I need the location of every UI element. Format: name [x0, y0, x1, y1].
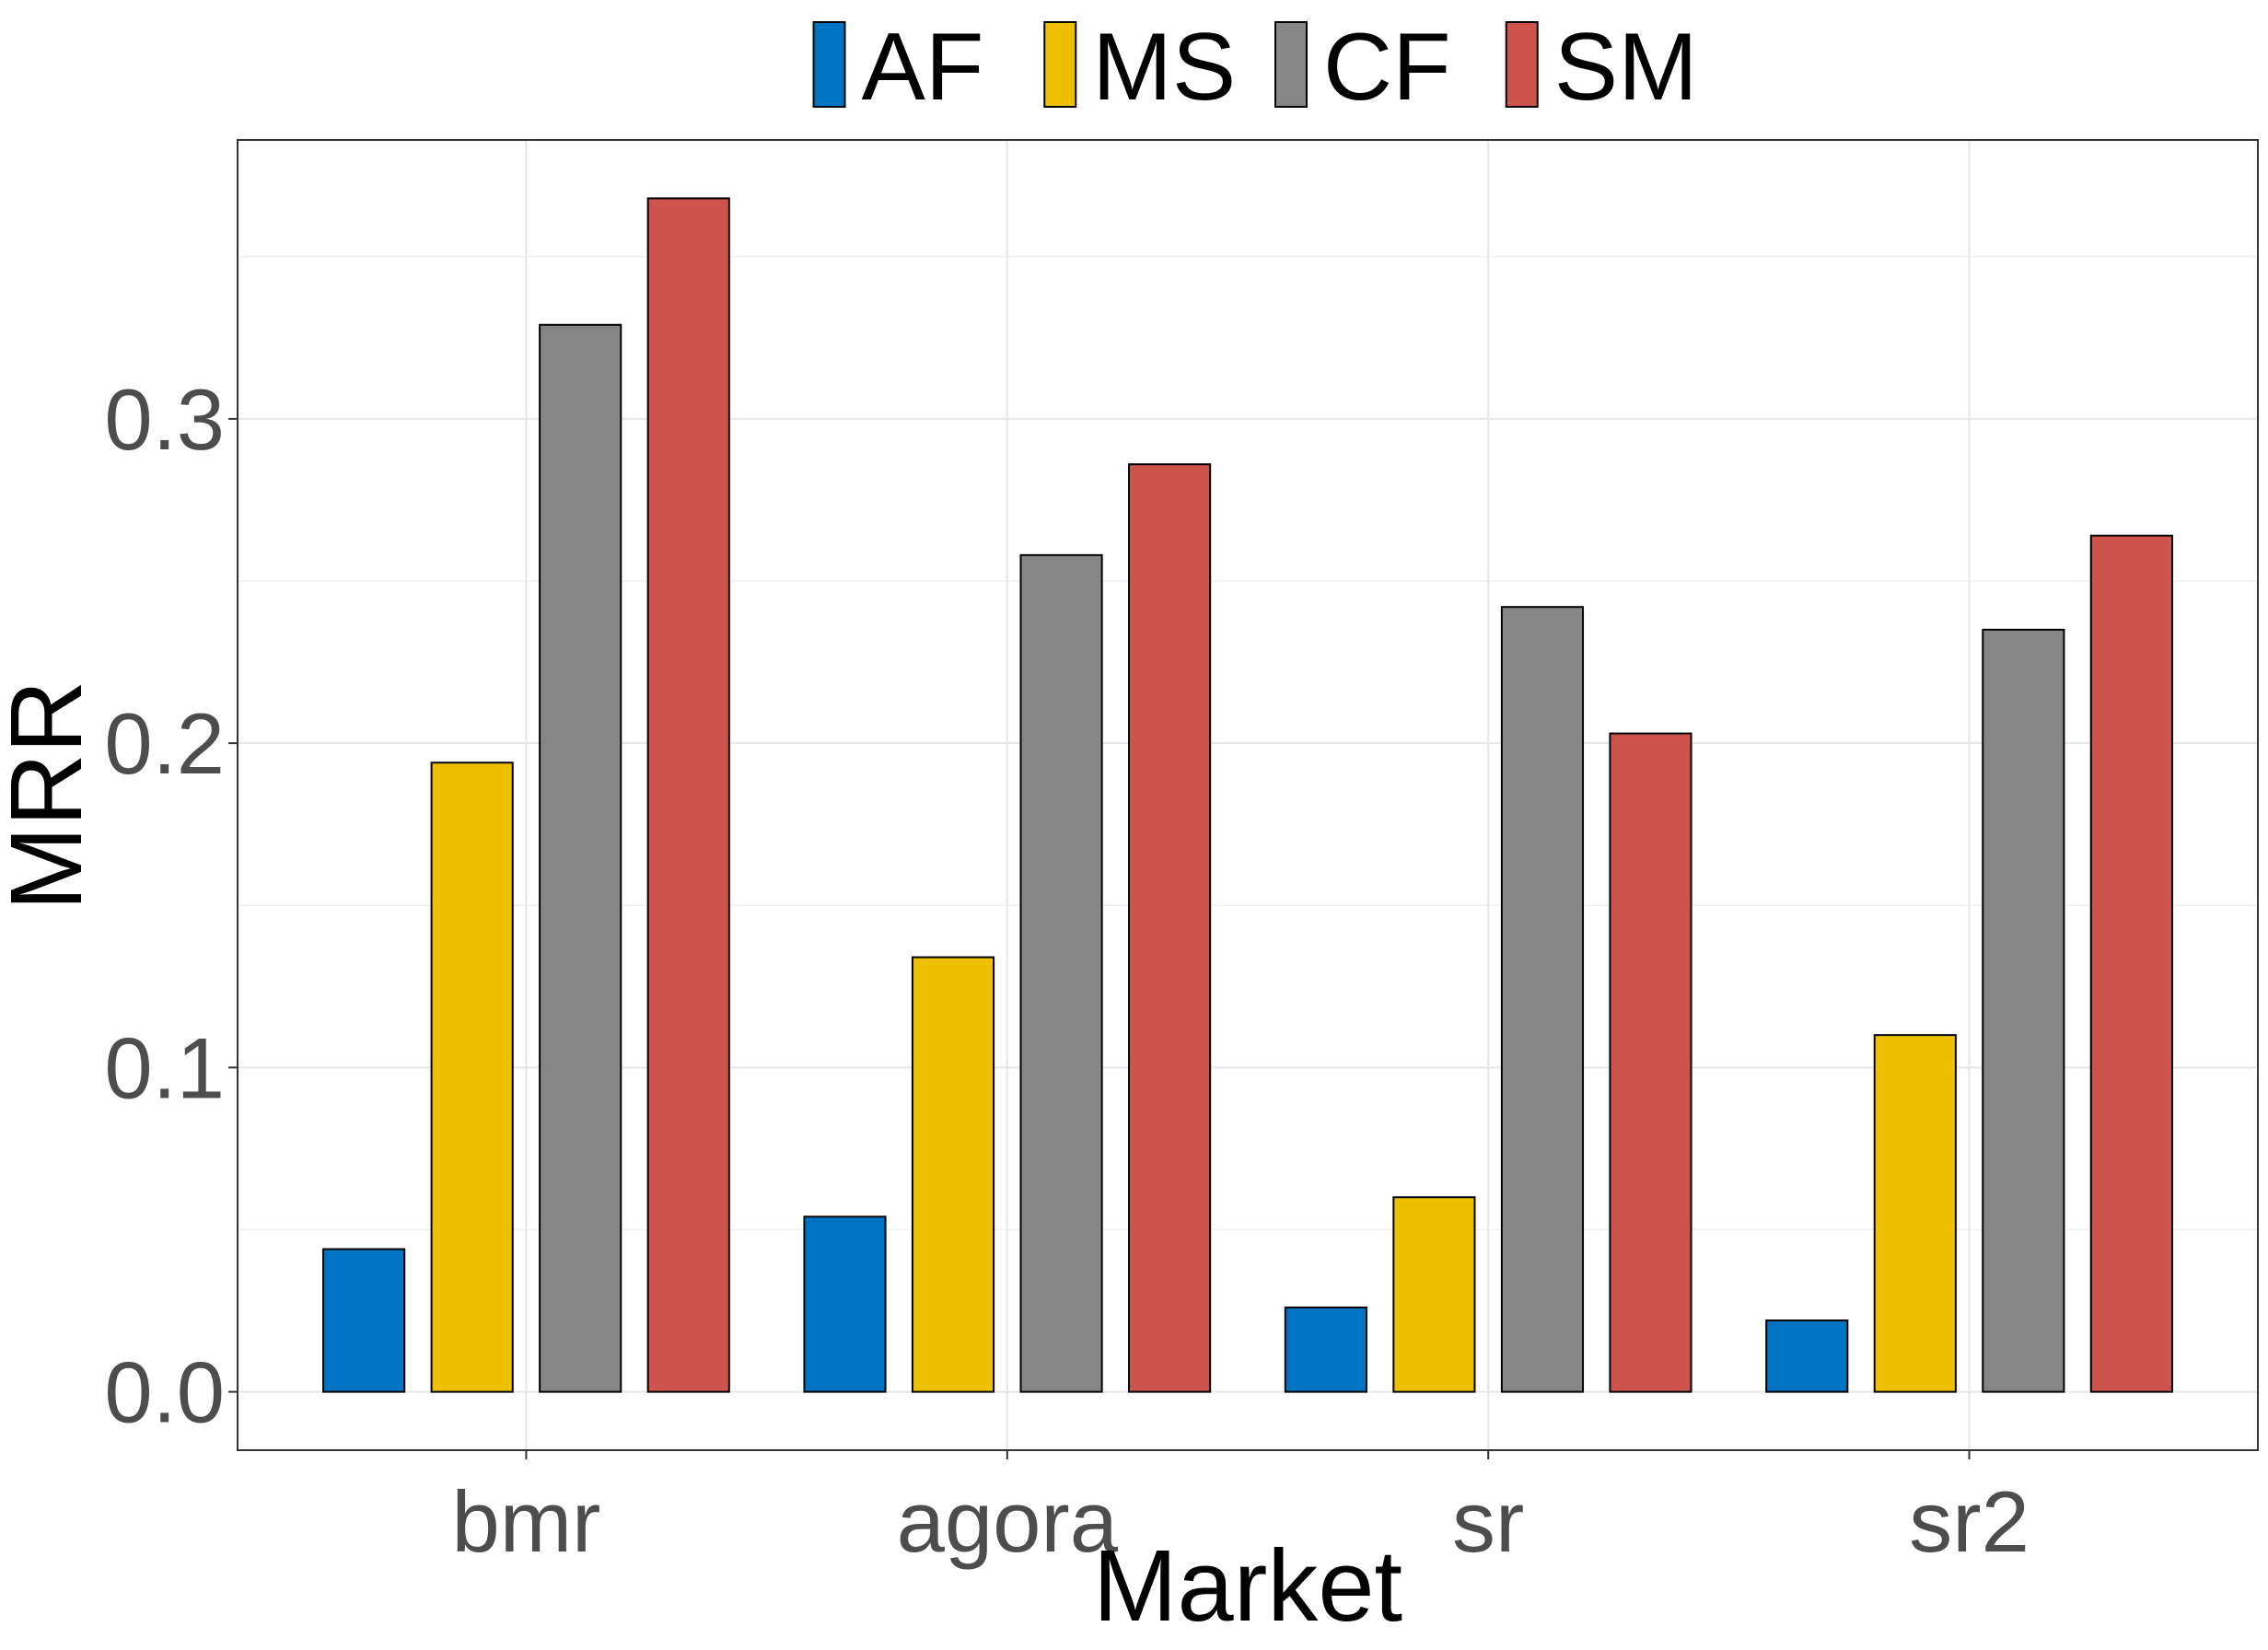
- y-tick-label: 0.0: [104, 1344, 225, 1441]
- y-axis-title: MRR: [0, 680, 103, 912]
- bar-sm-sr2: [2089, 534, 2173, 1393]
- y-axis: 0.0 0.1 0.2 0.3: [104, 371, 238, 1441]
- legend-label-ms: MS: [1092, 14, 1236, 121]
- bar-sm-bmr: [646, 197, 730, 1393]
- bar-ms-sr2: [1873, 1034, 1957, 1393]
- x-tick-label-bmr: bmr: [451, 1473, 600, 1570]
- y-tick-label: 0.1: [104, 1019, 225, 1116]
- legend-key-af: [812, 21, 846, 108]
- bar-cf-bmr: [539, 323, 622, 1393]
- x-tick-label-sr2: sr2: [1909, 1473, 2030, 1570]
- bar-ms-bmr: [430, 761, 514, 1393]
- legend: AF MS CF SM: [812, 14, 1698, 121]
- bar-ms-agora: [911, 956, 995, 1393]
- bars: [322, 197, 2173, 1393]
- bar-sm-sr: [1609, 732, 1692, 1393]
- legend-key-sm: [1505, 21, 1539, 108]
- legend-label-cf: CF: [1323, 14, 1451, 121]
- bar-ms-sr: [1392, 1196, 1476, 1393]
- x-axis: bmr agora sr sr2: [451, 1450, 2030, 1570]
- plot-border: [237, 139, 2259, 1451]
- legend-key-ms: [1043, 21, 1077, 108]
- bar-cf-sr2: [1982, 628, 2065, 1393]
- bar-af-agora: [803, 1215, 887, 1393]
- x-tick-label-sr: sr: [1452, 1473, 1524, 1570]
- bar-af-sr2: [1765, 1319, 1849, 1393]
- y-tick-label: 0.3: [104, 371, 225, 468]
- bar-cf-agora: [1019, 553, 1103, 1393]
- legend-label-af: AF: [862, 14, 984, 121]
- bar-sm-agora: [1128, 463, 1212, 1393]
- bar-af-sr: [1284, 1307, 1367, 1393]
- legend-key-cf: [1274, 21, 1308, 108]
- bar-af-bmr: [322, 1248, 406, 1393]
- y-tick-label: 0.2: [104, 695, 225, 792]
- legend-label-sm: SM: [1554, 14, 1698, 121]
- bar-cf-sr: [1500, 606, 1585, 1393]
- x-tick-label-agora: agora: [897, 1473, 1119, 1570]
- x-axis-title: Market: [1093, 1529, 1402, 1643]
